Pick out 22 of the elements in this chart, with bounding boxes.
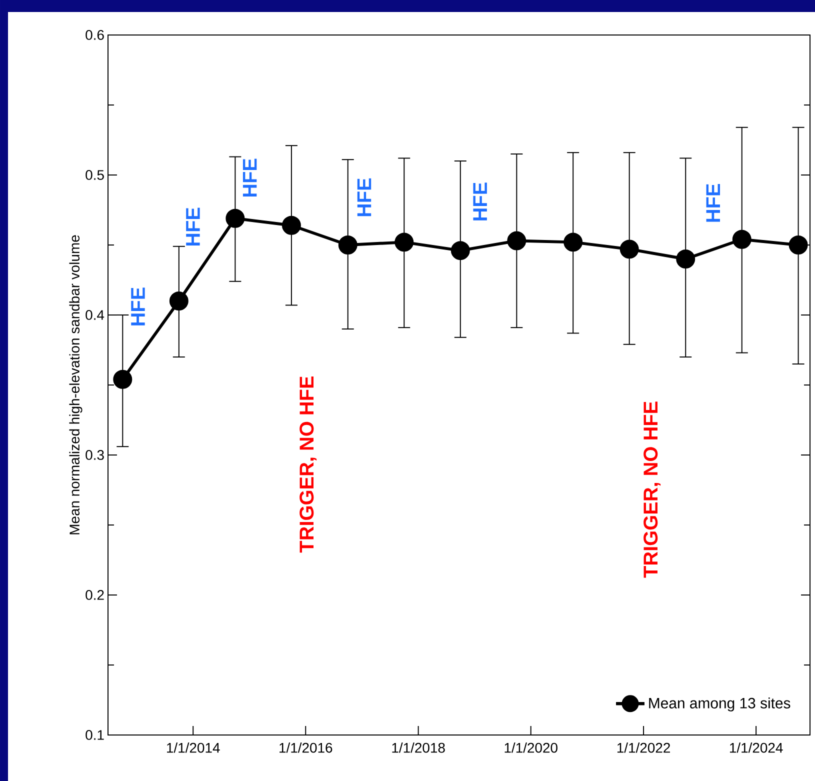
annotation: HFE (357, 178, 372, 216)
annotation: HFE (242, 158, 257, 197)
y-tick-label: 0.5 (86, 170, 104, 180)
x-tick-label: 1/1/2024 (730, 742, 783, 753)
y-tick-label: 0.6 (86, 30, 104, 40)
y-tick-label: 0.3 (86, 450, 104, 460)
x-tick-label: 1/1/2018 (392, 742, 445, 753)
annotation: HFE (131, 288, 145, 326)
x-tick-label: 1/1/2020 (504, 742, 558, 753)
x-tick-label: 1/1/2016 (280, 742, 332, 753)
annotation: TRIGGER, NO HFE (644, 402, 661, 578)
y-tick-label: 0.4 (86, 310, 104, 320)
annotation: TRIGGER, NO HFE (300, 376, 317, 553)
x-tick-label: 1/1/2014 (167, 742, 220, 753)
x-tick-label: 1/1/2022 (617, 742, 670, 753)
y-tick-label: 0.1 (86, 730, 104, 740)
annotation: HFE (706, 184, 720, 222)
annotation: HFE (473, 182, 487, 220)
y-tick-label: 0.2 (86, 590, 104, 600)
legend-label: Mean among 13 sites (649, 697, 790, 712)
y-axis-title: Mean normalized high-elevation sandbar volume (69, 235, 82, 534)
annotation: HFE (186, 208, 200, 246)
